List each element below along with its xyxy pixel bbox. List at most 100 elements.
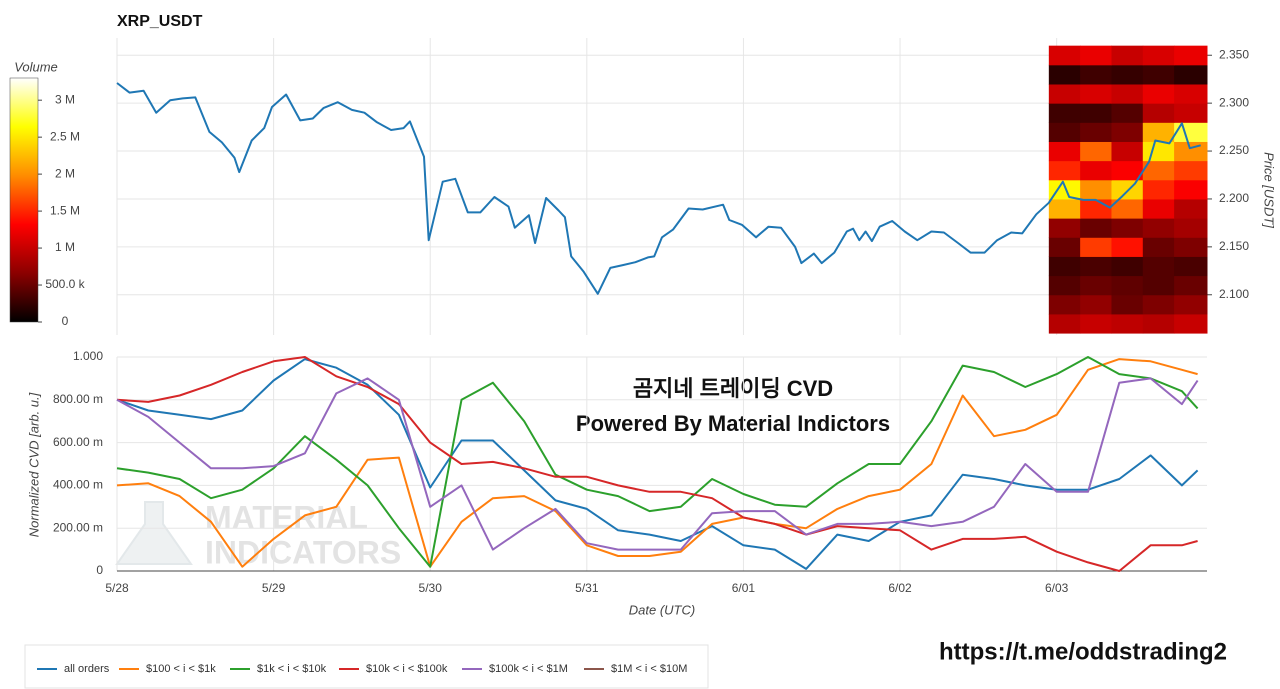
heatmap-cell (1142, 141, 1175, 162)
heatmap-cell (1080, 64, 1112, 85)
legend-label: all orders (64, 663, 110, 675)
heatmap-cell (1048, 83, 1081, 104)
heatmap-cell (1174, 103, 1208, 123)
heatmap-cell (1080, 256, 1112, 277)
legend-label: $10k < i < $100k (366, 663, 448, 675)
x-tick-label: 5/30 (419, 581, 443, 595)
heatmap-cell (1111, 141, 1144, 162)
y-tick-label: 2.300 (1219, 95, 1249, 109)
heatmap-cell (1174, 64, 1208, 85)
heatmap-cell (1048, 256, 1081, 277)
heatmap-cell (1080, 313, 1112, 334)
heatmap-cell (1048, 64, 1081, 85)
y-tick-label: 2.350 (1219, 47, 1249, 61)
heatmap-cell (1142, 83, 1175, 104)
heatmap-cell (1174, 218, 1208, 238)
heatmap-cell (1174, 179, 1208, 200)
heatmap-cell (1048, 237, 1081, 257)
heatmap-cell (1111, 179, 1144, 200)
heatmap-cell (1080, 218, 1112, 238)
heatmap-cell (1111, 198, 1144, 219)
heatmap-cell (1080, 141, 1112, 162)
heatmap-cell (1080, 179, 1112, 200)
heatmap-cell (1174, 122, 1208, 142)
legend-label: $100k < i < $1M (489, 663, 568, 675)
heatmap-cell (1080, 160, 1112, 181)
heatmap-cell (1048, 160, 1081, 181)
y-tick-label: 0 (96, 563, 103, 577)
heatmap-cell (1111, 294, 1144, 315)
x-axis-label: Date (UTC) (629, 602, 695, 617)
x-tick-label: 5/28 (105, 581, 129, 595)
y-tick-label: 2.100 (1219, 287, 1249, 301)
annotation: Powered By Material Indictors (576, 411, 890, 436)
heatmap-cell (1048, 198, 1081, 219)
legend-label: $100 < i < $1k (146, 663, 216, 675)
heatmap-cell (1080, 275, 1112, 296)
heatmap-cell (1080, 122, 1112, 142)
heatmap-cell (1174, 256, 1208, 277)
heatmap-cell (1048, 294, 1081, 315)
y-tick-label: 800.00 m (53, 392, 103, 406)
legend-label: $1k < i < $10k (257, 663, 327, 675)
heatmap-cell (1142, 122, 1175, 142)
heatmap-cell (1142, 256, 1175, 277)
heatmap-cell (1048, 179, 1081, 200)
heatmap-cell (1080, 45, 1112, 66)
heatmap-cell (1111, 45, 1144, 66)
x-tick-label: 5/29 (262, 581, 286, 595)
heatmap-cell (1142, 237, 1175, 257)
legend-box (24, 644, 709, 689)
heatmap-cell (1048, 141, 1081, 162)
heatmap-cell (1111, 64, 1144, 85)
heatmap-cell (1142, 160, 1175, 181)
series-line (116, 358, 1199, 570)
heatmap-cell (1080, 237, 1112, 257)
x-tick-label: 6/02 (888, 581, 912, 595)
x-tick-label: 6/03 (1045, 581, 1069, 595)
y-tick-label: 400.00 m (53, 478, 103, 492)
watermark-text: INDICATORS (205, 534, 401, 570)
y-tick-label: 2.150 (1219, 239, 1249, 253)
heatmap-cell (1048, 122, 1081, 142)
colorbar (9, 77, 39, 323)
x-tick-label: 6/01 (732, 581, 756, 595)
x-tick-label: 5/31 (575, 581, 599, 595)
heatmap-cell (1111, 218, 1144, 238)
heatmap-cell (1111, 237, 1144, 257)
heatmap-cell (1142, 45, 1175, 66)
heatmap-cell (1174, 45, 1208, 66)
heatmap-cell (1048, 45, 1081, 66)
heatmap-cell (1080, 83, 1112, 104)
heatmap-cell (1174, 83, 1208, 104)
annotation: 곰지네 트레이딩 CVD (633, 376, 833, 401)
heatmap-cell (1174, 141, 1208, 162)
heatmap-cell (1080, 294, 1112, 315)
heatmap-cell (1142, 294, 1175, 315)
heatmap-cell (1142, 64, 1175, 85)
heatmap-cell (1142, 179, 1175, 200)
price-line (116, 82, 1201, 295)
colorbar-tick-label: 1 M (55, 240, 75, 254)
heatmap-cell (1048, 313, 1081, 334)
heatmap-cell (1111, 275, 1144, 296)
heatmap-cell (1174, 275, 1208, 296)
heatmap-cell (1111, 160, 1144, 181)
series-line (116, 377, 1199, 551)
colorbar-tick-label: 500.0 k (45, 277, 85, 291)
heatmap-cell (1174, 237, 1208, 257)
charts: 2.100 2.150 2.200 2.250 2.300 2.350 0 500.0 k 1 … (9, 38, 1249, 675)
y-tick-label: 2.250 (1219, 143, 1249, 157)
colorbar-tick-label: 1.5 M (50, 203, 80, 217)
footer-link[interactable]: https://t.me/oddstrading2 (939, 638, 1227, 665)
heatmap-cell (1111, 103, 1144, 123)
heatmap-cell (1174, 198, 1208, 219)
colorbar-tick-label: 2.5 M (50, 129, 80, 143)
heatmap-cell (1111, 256, 1144, 277)
heatmap-cell (1174, 313, 1208, 334)
colorbar-title: Volume (14, 59, 58, 74)
y-tick-label: 1.000 (73, 349, 103, 363)
watermark-flask (115, 501, 193, 565)
heatmap-cell (1111, 83, 1144, 104)
